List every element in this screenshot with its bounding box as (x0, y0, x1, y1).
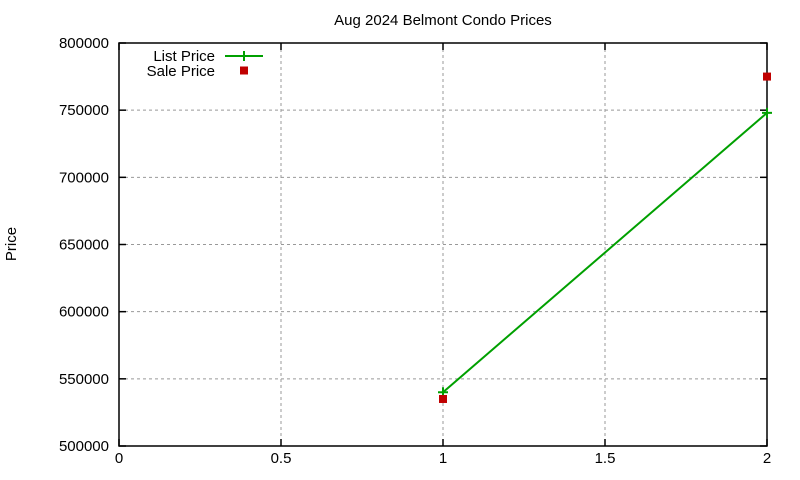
y-axis-label: Price (3, 227, 20, 261)
legend-sample-square (240, 66, 248, 75)
legend-samples (225, 51, 263, 75)
chart-title: Aug 2024 Belmont Condo Prices (334, 12, 552, 29)
x-tick-label: 0.5 (271, 450, 292, 467)
y-tick-label: 750000 (59, 102, 109, 119)
sale-price-marker (763, 72, 771, 81)
y-tick-label: 650000 (59, 237, 109, 254)
y-tick-label: 800000 (59, 35, 109, 52)
y-tick-label: 700000 (59, 169, 109, 186)
sale-price-marker (439, 394, 447, 403)
legend-label-sale-price: Sale Price (147, 63, 215, 80)
legend-label-list-price: List Price (153, 48, 215, 65)
list-price-line (442, 112, 768, 394)
legend: List Price Sale Price (147, 48, 263, 80)
y-tick-label: 550000 (59, 371, 109, 388)
x-tick-label: 0 (115, 450, 123, 467)
x-tick-label: 1 (439, 450, 447, 467)
x-tick-label: 1.5 (595, 450, 616, 467)
y-tick-label: 600000 (59, 304, 109, 321)
y-tick-label: 500000 (59, 438, 109, 455)
plot-area: 0 0.5 1 1.5 2 500000 550000 600000 650000 700000 7… (59, 35, 772, 467)
x-tick-label: 2 (763, 450, 771, 467)
